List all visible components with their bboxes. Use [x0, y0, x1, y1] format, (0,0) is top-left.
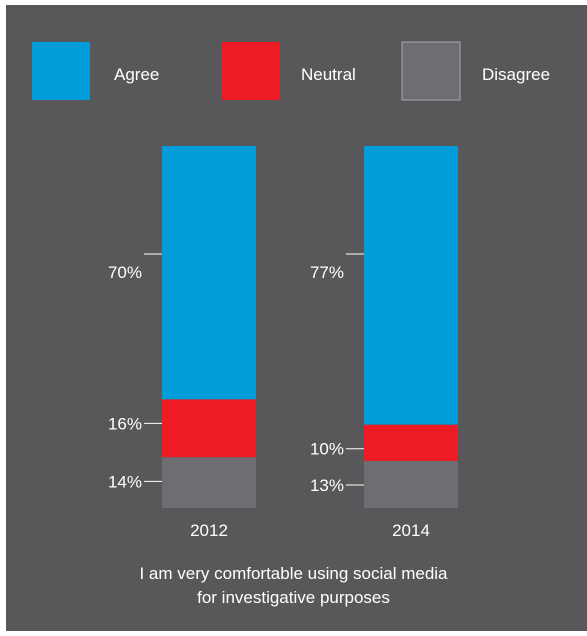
category-label-2012: 2012: [190, 521, 228, 540]
bar-2014-disagree: [364, 460, 458, 508]
value-label-2014-agree: 77%: [310, 263, 344, 282]
value-label-2014-disagree: 13%: [310, 476, 344, 495]
bar-2012-neutral: [162, 399, 256, 458]
value-labels: 70% 16% 14% 77% 10% 13%: [108, 253, 364, 495]
legend-label-neutral: Neutral: [301, 65, 356, 84]
value-label-2012-agree: 70%: [108, 263, 142, 282]
legend-label-disagree: Disagree: [482, 65, 550, 84]
legend-label-agree: Agree: [114, 65, 159, 84]
bar-2014-neutral: [364, 424, 458, 461]
chart-panel: [6, 5, 587, 631]
value-label-2012-disagree: 14%: [108, 472, 142, 491]
bar-2012-agree: [162, 146, 256, 400]
legend: Agree Neutral Disagree: [32, 41, 550, 101]
legend-swatch-agree: [32, 42, 90, 100]
caption-line-1: I am very comfortable using social media: [139, 564, 448, 583]
bar-2014-agree: [364, 146, 458, 425]
value-label-2012-neutral: 16%: [108, 414, 142, 433]
legend-swatch-neutral: [222, 42, 280, 100]
chart-caption: I am very comfortable using social media…: [0, 562, 587, 610]
category-labels: 2012 2014: [190, 521, 430, 540]
bar-2012-disagree: [162, 457, 256, 508]
bars: [162, 146, 458, 508]
value-label-2014-neutral: 10%: [310, 440, 344, 459]
legend-swatch-disagree: [401, 41, 461, 101]
category-label-2014: 2014: [392, 521, 430, 540]
caption-line-2: for investigative purposes: [197, 588, 390, 607]
